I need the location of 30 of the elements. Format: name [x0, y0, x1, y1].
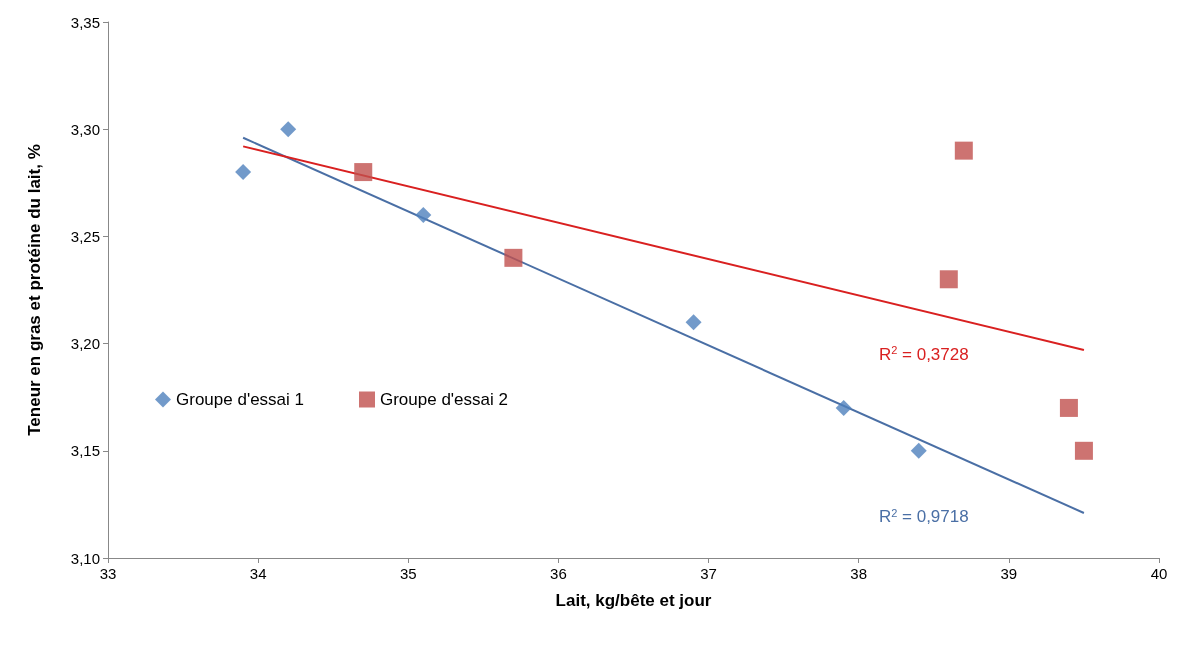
point [504, 248, 523, 267]
x-tick-label: 39 [1000, 565, 1018, 582]
y-tick-label: 3,10 [70, 549, 100, 567]
x-tick-label: 40 [1150, 565, 1168, 582]
y-axis-title: Teneur en gras et protéine du lait, % [25, 144, 44, 436]
legend-label: Groupe d'essai 2 [379, 390, 508, 409]
point [235, 164, 252, 181]
x-tick-label: 34 [249, 565, 267, 582]
y-tick-label: 3,20 [70, 335, 100, 353]
point [1074, 441, 1093, 460]
x-axis-title: Lait, kg/bête et jour [555, 591, 712, 610]
legend-label: Groupe d'essai 1 [176, 390, 304, 409]
point [685, 314, 702, 331]
y-tick-label: 3,30 [70, 120, 100, 138]
y-tick-label: 3,15 [70, 442, 100, 460]
y-tick-label: 3,35 [70, 13, 100, 31]
x-tick-label: 37 [700, 565, 717, 582]
y-tick-label: 3,25 [70, 227, 100, 245]
point [354, 163, 373, 182]
point [910, 442, 927, 459]
point [835, 399, 852, 416]
x-tick-label: 35 [399, 565, 417, 582]
point [1059, 398, 1078, 417]
point [939, 270, 958, 289]
x-tick-label: 33 [99, 565, 117, 582]
x-tick-label: 36 [550, 565, 567, 582]
point [415, 206, 432, 223]
point [280, 121, 297, 138]
point [954, 141, 973, 160]
x-tick-label: 38 [850, 565, 868, 582]
